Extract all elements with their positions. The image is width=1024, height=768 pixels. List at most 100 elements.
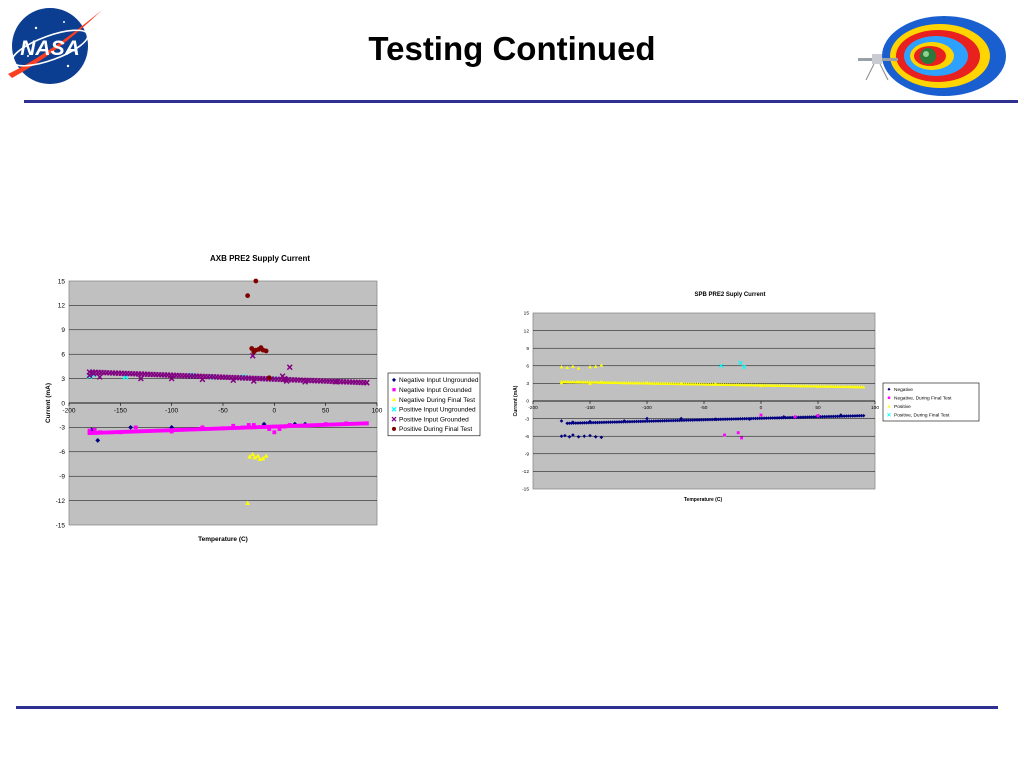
data-point — [245, 500, 251, 505]
data-point — [825, 414, 829, 419]
legend: Negative Negative, During Final Test Posit… — [882, 382, 980, 422]
data-point — [182, 427, 187, 432]
data-point — [610, 420, 615, 424]
data-point — [255, 453, 261, 458]
legend-label: Positive — [894, 404, 911, 410]
data-point — [289, 424, 294, 428]
y-tick-label: -12 — [56, 498, 66, 505]
data-point — [559, 381, 564, 385]
data-point — [309, 423, 314, 428]
data-point — [128, 429, 132, 434]
data-point — [658, 419, 663, 423]
series-2 — [559, 363, 866, 389]
data-point — [344, 421, 349, 426]
data-point — [801, 415, 805, 420]
data-point — [809, 415, 814, 419]
series-5 — [245, 278, 272, 381]
data-point — [333, 422, 337, 427]
data-point — [690, 418, 695, 422]
data-point — [710, 417, 714, 422]
data-point — [656, 419, 660, 423]
data-point — [628, 419, 632, 424]
spb-pre2-chart: SPB PRE2 Suply Current 15 12 9 6 3 0 -3 -6 -9 -12… — [513, 292, 980, 503]
data-point — [185, 427, 190, 432]
y-tick-label: 15 — [524, 311, 530, 317]
data-point — [327, 422, 332, 427]
series-4 — [86, 352, 370, 386]
data-point — [565, 365, 569, 369]
data-point — [597, 420, 602, 425]
data-point — [695, 418, 699, 422]
data-point — [647, 419, 652, 423]
y-tick-label: -3 — [59, 425, 65, 432]
data-point — [125, 429, 129, 434]
y-tick-label: -6 — [59, 449, 65, 456]
data-point — [588, 381, 592, 385]
data-point — [249, 352, 256, 359]
data-point — [799, 415, 803, 420]
data-point — [263, 453, 269, 458]
data-point — [247, 454, 253, 459]
series-3 — [718, 360, 747, 370]
data-point — [682, 418, 686, 423]
data-point — [199, 376, 206, 383]
data-point — [567, 421, 572, 426]
data-point — [229, 426, 233, 431]
data-point — [719, 417, 723, 422]
data-point — [582, 434, 587, 438]
data-point — [779, 415, 784, 420]
data-point — [307, 423, 311, 428]
legend-label: Positive Input Grounded — [399, 416, 469, 423]
data-point — [827, 414, 831, 419]
data-point — [321, 422, 326, 427]
y-tick-label: -3 — [525, 416, 530, 422]
chart-title: AXB PRE2 Supply Current — [210, 254, 310, 263]
data-point — [807, 415, 812, 419]
x-tick-label: -50 — [701, 405, 708, 411]
data-point — [102, 430, 106, 435]
y-tick-label: 6 — [526, 363, 529, 369]
data-point — [855, 414, 859, 418]
data-point — [110, 430, 115, 435]
data-point — [782, 415, 786, 419]
axb-pre2-chart: AXB PRE2 Supply Current 15 12 9 6 3 0 -3 -6 -9 -1… — [45, 254, 481, 543]
data-point — [275, 424, 280, 429]
data-point — [632, 419, 637, 424]
data-point — [680, 418, 684, 423]
data-point — [721, 417, 725, 422]
legend-marker — [887, 404, 891, 408]
data-point — [180, 427, 184, 432]
x-tick-label: -50 — [218, 408, 228, 415]
data-point — [786, 415, 790, 420]
data-point — [272, 424, 277, 429]
data-point — [738, 417, 743, 421]
legend-label: Negative Input Ungrounded — [399, 377, 479, 384]
data-point — [97, 430, 102, 435]
data-point — [768, 416, 773, 420]
x-tick-label: -150 — [585, 405, 595, 411]
data-point — [651, 419, 656, 423]
data-point — [312, 423, 317, 428]
data-point — [736, 417, 740, 421]
data-point — [740, 436, 744, 440]
data-point — [266, 375, 272, 381]
data-point — [567, 434, 572, 439]
data-point — [266, 424, 271, 429]
x-tick-label: -100 — [165, 408, 178, 415]
data-point — [234, 425, 239, 430]
data-point — [130, 429, 135, 434]
header-rule — [24, 100, 1018, 103]
data-point — [576, 366, 581, 370]
data-point — [777, 416, 782, 420]
series-1 — [87, 421, 369, 436]
data-point — [623, 419, 628, 424]
data-point — [788, 415, 792, 420]
data-point — [356, 421, 360, 426]
series-2 — [245, 451, 269, 505]
data-point — [200, 425, 205, 430]
legend-marker — [887, 412, 891, 417]
x-axis-label: Temperature (C) — [684, 497, 723, 503]
data-point — [116, 430, 121, 434]
data-point — [113, 430, 118, 435]
data-point — [684, 418, 688, 423]
